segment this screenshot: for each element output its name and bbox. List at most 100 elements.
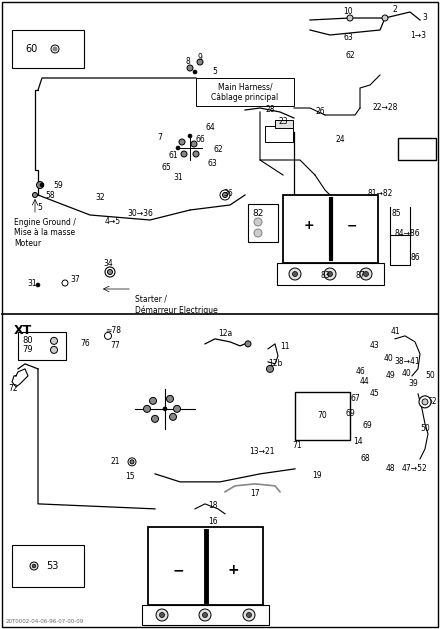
Circle shape: [107, 269, 113, 274]
Circle shape: [202, 613, 208, 618]
Bar: [295, 392, 350, 440]
Circle shape: [143, 405, 150, 413]
Circle shape: [51, 45, 59, 53]
Bar: [398, 138, 436, 160]
Text: 5: 5: [213, 67, 217, 77]
Text: 40: 40: [383, 354, 393, 364]
Circle shape: [159, 613, 165, 618]
Text: 14: 14: [353, 437, 363, 447]
Text: 40: 40: [402, 369, 412, 379]
Text: 69: 69: [345, 409, 355, 418]
Text: 36: 36: [223, 189, 233, 198]
Text: 44: 44: [360, 377, 370, 386]
Text: 72: 72: [8, 384, 18, 393]
Circle shape: [246, 613, 252, 618]
Circle shape: [62, 280, 68, 286]
Text: 47→52: 47→52: [402, 464, 428, 474]
Circle shape: [254, 218, 262, 226]
Text: 1→3: 1→3: [410, 30, 426, 40]
Text: −: −: [347, 219, 358, 232]
Circle shape: [254, 229, 262, 237]
Text: Starter /
Démarreur Electrique: Starter / Démarreur Electrique: [135, 295, 218, 315]
Circle shape: [188, 134, 192, 138]
Text: 77: 77: [110, 342, 120, 350]
Circle shape: [150, 398, 157, 404]
Text: 70: 70: [317, 411, 327, 420]
Text: 53: 53: [46, 561, 58, 571]
Text: 67: 67: [350, 394, 360, 403]
Bar: [196, 78, 294, 106]
Text: 48: 48: [385, 464, 395, 474]
Text: 28: 28: [265, 106, 275, 114]
Text: 46: 46: [355, 367, 365, 376]
Circle shape: [51, 337, 58, 344]
Bar: [18, 332, 66, 360]
Circle shape: [173, 405, 180, 413]
Circle shape: [327, 272, 333, 277]
Bar: [248, 204, 278, 242]
Circle shape: [360, 268, 372, 280]
Circle shape: [33, 192, 37, 198]
Text: 80: 80: [23, 337, 33, 345]
Text: Engine Ground /
Mise à la masse
Moteur: Engine Ground / Mise à la masse Moteur: [14, 218, 76, 248]
Text: +: +: [303, 219, 314, 232]
Text: 13→21: 13→21: [249, 447, 275, 457]
Circle shape: [53, 47, 57, 51]
Bar: [265, 126, 293, 142]
Circle shape: [245, 341, 251, 347]
Circle shape: [37, 182, 44, 189]
Text: 69: 69: [362, 421, 372, 430]
Circle shape: [243, 609, 255, 621]
Text: 21: 21: [110, 457, 120, 466]
Circle shape: [267, 365, 274, 372]
Text: 62: 62: [213, 145, 223, 155]
Text: 49: 49: [385, 371, 395, 381]
Text: 50: 50: [425, 371, 435, 381]
Text: 43: 43: [370, 342, 380, 350]
Text: 81→82: 81→82: [367, 189, 392, 198]
Text: 38→41: 38→41: [394, 357, 420, 366]
Text: 12b: 12b: [268, 359, 282, 369]
Text: Main Harness/
Câblage principal: Main Harness/ Câblage principal: [211, 82, 279, 102]
Text: STD: STD: [401, 142, 433, 156]
Text: 2: 2: [392, 6, 397, 14]
Circle shape: [151, 415, 158, 422]
Text: 15: 15: [125, 472, 135, 481]
Text: 16: 16: [208, 518, 218, 526]
Circle shape: [128, 458, 136, 466]
Text: 10: 10: [343, 6, 353, 16]
Bar: [283, 195, 378, 263]
Circle shape: [422, 399, 428, 405]
Circle shape: [169, 413, 176, 420]
Text: 68: 68: [360, 454, 370, 464]
Text: 26: 26: [315, 108, 325, 116]
Circle shape: [163, 407, 167, 411]
Text: 37: 37: [70, 276, 80, 284]
Text: 24: 24: [335, 135, 345, 145]
Text: −: −: [172, 563, 184, 577]
Bar: [142, 605, 269, 625]
Text: 9: 9: [198, 53, 202, 62]
Text: 84→86: 84→86: [394, 228, 420, 238]
Circle shape: [32, 564, 36, 568]
Text: 18: 18: [208, 501, 218, 510]
Text: 86: 86: [410, 253, 420, 262]
Text: 76: 76: [80, 340, 90, 348]
Text: 85: 85: [391, 208, 401, 218]
Text: 31: 31: [27, 279, 37, 287]
Text: 39: 39: [408, 379, 418, 388]
Text: 5: 5: [37, 204, 42, 213]
Text: 63: 63: [207, 159, 217, 167]
Text: 11: 11: [280, 342, 290, 352]
Bar: [12, 545, 84, 587]
Circle shape: [179, 139, 185, 145]
Circle shape: [324, 268, 336, 280]
Text: 52: 52: [427, 398, 437, 406]
Text: ≈78: ≈78: [105, 326, 121, 335]
Circle shape: [181, 151, 187, 157]
Circle shape: [197, 59, 203, 65]
Circle shape: [166, 396, 173, 403]
Text: 45: 45: [370, 389, 380, 398]
Bar: [277, 263, 384, 285]
Circle shape: [51, 347, 58, 353]
